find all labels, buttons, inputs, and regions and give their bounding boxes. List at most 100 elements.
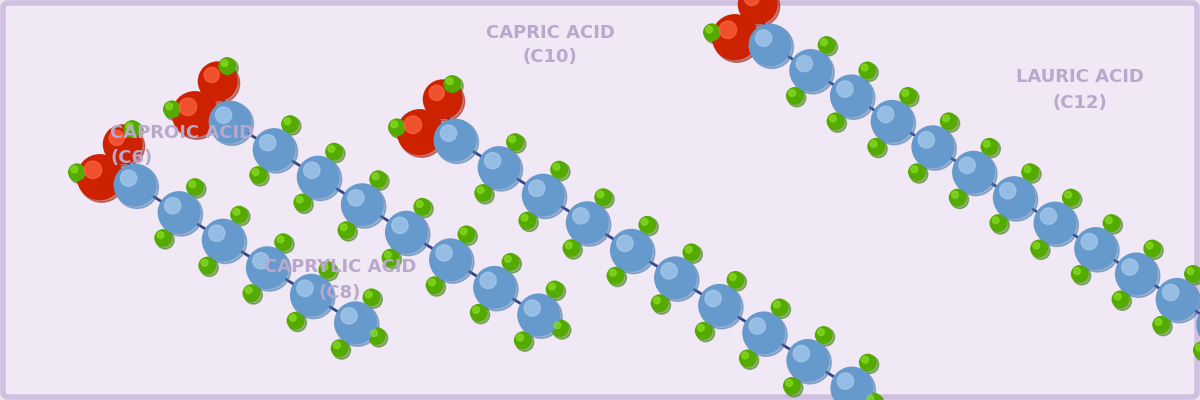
Circle shape xyxy=(821,39,827,46)
Circle shape xyxy=(160,193,203,236)
Circle shape xyxy=(331,339,348,357)
Circle shape xyxy=(473,306,480,313)
Circle shape xyxy=(416,200,424,207)
Circle shape xyxy=(698,284,742,327)
Circle shape xyxy=(385,211,428,254)
Circle shape xyxy=(476,186,494,204)
Circle shape xyxy=(1073,267,1091,285)
Circle shape xyxy=(563,239,581,257)
Circle shape xyxy=(293,194,311,212)
Circle shape xyxy=(522,174,565,216)
Circle shape xyxy=(697,324,715,342)
Circle shape xyxy=(990,214,1007,232)
Circle shape xyxy=(862,64,868,71)
Circle shape xyxy=(728,273,746,291)
Circle shape xyxy=(155,229,172,247)
Circle shape xyxy=(899,87,917,105)
Circle shape xyxy=(230,206,248,224)
Circle shape xyxy=(641,218,659,236)
Circle shape xyxy=(115,166,158,208)
Circle shape xyxy=(517,294,560,336)
Circle shape xyxy=(221,59,238,77)
Circle shape xyxy=(221,60,228,66)
Circle shape xyxy=(283,117,301,135)
Circle shape xyxy=(514,332,532,349)
Circle shape xyxy=(382,249,400,266)
Circle shape xyxy=(250,166,268,184)
Circle shape xyxy=(550,161,568,178)
Circle shape xyxy=(1064,191,1072,198)
Circle shape xyxy=(1152,316,1170,334)
Circle shape xyxy=(1074,268,1080,274)
Circle shape xyxy=(1081,234,1097,250)
Circle shape xyxy=(991,216,1009,234)
Circle shape xyxy=(773,300,791,318)
Circle shape xyxy=(252,169,259,176)
Circle shape xyxy=(472,306,490,324)
Circle shape xyxy=(706,26,713,33)
Circle shape xyxy=(817,328,835,346)
Circle shape xyxy=(461,228,467,235)
Circle shape xyxy=(730,274,737,280)
Circle shape xyxy=(109,130,125,146)
Circle shape xyxy=(1156,318,1162,325)
Circle shape xyxy=(695,322,713,340)
Circle shape xyxy=(341,224,347,231)
Circle shape xyxy=(328,145,346,162)
Circle shape xyxy=(174,93,220,139)
Circle shape xyxy=(770,298,788,316)
Circle shape xyxy=(1196,344,1200,351)
Circle shape xyxy=(446,78,452,84)
Circle shape xyxy=(703,23,721,41)
Circle shape xyxy=(1156,278,1199,321)
Circle shape xyxy=(1030,240,1048,258)
Circle shape xyxy=(77,154,122,200)
Circle shape xyxy=(460,228,478,245)
Circle shape xyxy=(163,100,181,118)
Circle shape xyxy=(253,128,295,171)
Circle shape xyxy=(124,120,142,138)
Circle shape xyxy=(1145,242,1163,260)
Circle shape xyxy=(440,125,457,141)
Text: CAPROIC ACID
(C6): CAPROIC ACID (C6) xyxy=(110,124,254,166)
Circle shape xyxy=(830,366,874,400)
Circle shape xyxy=(210,102,253,146)
Circle shape xyxy=(661,263,677,279)
Circle shape xyxy=(204,221,247,264)
Circle shape xyxy=(397,109,443,155)
Circle shape xyxy=(1193,341,1200,359)
Circle shape xyxy=(596,190,614,208)
Circle shape xyxy=(832,76,875,119)
Circle shape xyxy=(786,339,829,382)
Circle shape xyxy=(942,114,960,132)
Circle shape xyxy=(199,63,240,103)
Circle shape xyxy=(504,256,511,262)
Circle shape xyxy=(445,77,463,95)
Circle shape xyxy=(68,163,86,181)
Circle shape xyxy=(859,354,877,372)
Circle shape xyxy=(743,312,785,354)
Circle shape xyxy=(983,140,990,147)
Circle shape xyxy=(392,217,408,234)
Circle shape xyxy=(1111,290,1129,308)
Circle shape xyxy=(1021,163,1039,181)
Circle shape xyxy=(341,183,384,226)
Circle shape xyxy=(739,350,757,367)
Text: CAPRIC ACID
(C10): CAPRIC ACID (C10) xyxy=(486,24,614,66)
Circle shape xyxy=(862,356,869,363)
Circle shape xyxy=(232,208,250,226)
Circle shape xyxy=(866,394,884,400)
Circle shape xyxy=(918,132,935,148)
Circle shape xyxy=(457,226,475,243)
Circle shape xyxy=(606,267,624,284)
Circle shape xyxy=(726,271,744,289)
Circle shape xyxy=(478,146,521,189)
Circle shape xyxy=(782,377,800,395)
Circle shape xyxy=(913,127,956,170)
Circle shape xyxy=(384,251,402,268)
Circle shape xyxy=(1184,265,1200,283)
Circle shape xyxy=(1070,265,1088,283)
Circle shape xyxy=(172,91,218,137)
Circle shape xyxy=(860,64,878,81)
Circle shape xyxy=(179,98,197,116)
